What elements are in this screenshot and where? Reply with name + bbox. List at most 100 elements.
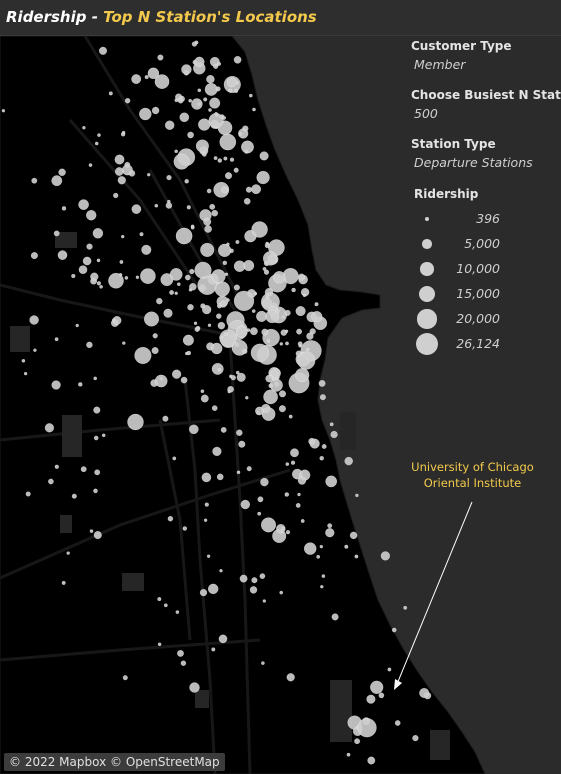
station-marker[interactable] [163, 603, 168, 608]
station-marker[interactable] [252, 107, 256, 112]
station-marker[interactable] [57, 250, 68, 260]
station-marker[interactable] [309, 438, 320, 449]
station-marker[interactable] [297, 492, 301, 497]
station-marker[interactable] [121, 130, 126, 135]
station-marker[interactable] [233, 88, 239, 94]
station-marker[interactable] [194, 261, 212, 279]
station-marker[interactable] [331, 613, 339, 621]
station-marker[interactable] [209, 97, 221, 109]
station-marker[interactable] [144, 75, 149, 80]
station-marker[interactable] [246, 466, 252, 472]
station-marker[interactable] [66, 551, 70, 555]
station-marker[interactable] [162, 415, 169, 422]
station-marker[interactable] [186, 205, 191, 210]
station-marker[interactable] [233, 290, 255, 312]
station-marker[interactable] [233, 260, 246, 272]
station-marker[interactable] [122, 675, 128, 681]
station-marker[interactable] [278, 405, 286, 413]
station-marker[interactable] [257, 496, 264, 503]
station-marker[interactable] [33, 348, 37, 352]
station-marker[interactable] [163, 308, 173, 318]
station-marker[interactable] [176, 282, 181, 287]
station-marker[interactable] [75, 323, 79, 328]
station-marker[interactable] [86, 341, 93, 349]
station-marker[interactable] [346, 752, 351, 757]
station-marker[interactable] [93, 531, 102, 540]
station-marker[interactable] [260, 477, 269, 487]
station-marker[interactable] [131, 204, 142, 214]
station-marker[interactable] [279, 342, 284, 346]
station-map[interactable] [0, 36, 561, 774]
station-marker[interactable] [99, 284, 103, 289]
station-marker[interactable] [262, 251, 278, 266]
station-marker[interactable] [306, 332, 314, 340]
station-marker[interactable] [251, 309, 256, 313]
station-marker[interactable] [297, 351, 316, 370]
station-marker[interactable] [113, 192, 119, 199]
station-marker[interactable] [146, 172, 151, 177]
station-marker[interactable] [189, 268, 195, 275]
station-marker[interactable] [248, 93, 253, 98]
station-marker[interactable] [157, 597, 162, 602]
station-marker[interactable] [114, 167, 124, 176]
station-marker[interactable] [131, 74, 142, 85]
station-marker[interactable] [139, 232, 144, 237]
station-marker[interactable] [224, 172, 233, 180]
station-marker[interactable] [210, 342, 223, 355]
station-marker[interactable] [224, 332, 228, 336]
station-marker[interactable] [207, 583, 219, 595]
station-marker[interactable] [242, 348, 248, 354]
station-marker[interactable] [297, 476, 307, 485]
station-marker[interactable] [124, 276, 129, 280]
station-marker[interactable] [219, 133, 237, 151]
station-marker[interactable] [154, 74, 170, 89]
station-marker[interactable] [212, 446, 222, 457]
filter-customer-type-value[interactable]: Member [414, 57, 466, 72]
station-marker[interactable] [295, 350, 302, 357]
station-marker[interactable] [94, 469, 101, 476]
station-marker[interactable] [194, 326, 200, 332]
station-marker[interactable] [180, 660, 187, 666]
station-marker[interactable] [302, 293, 307, 298]
station-marker[interactable] [120, 234, 125, 239]
filter-station-type[interactable]: Station Type Departure Stations [411, 137, 533, 170]
station-marker[interactable] [251, 221, 268, 238]
station-marker[interactable] [218, 634, 228, 644]
station-marker[interactable] [321, 574, 326, 578]
station-marker[interactable] [167, 515, 174, 522]
station-marker[interactable] [157, 54, 164, 61]
station-marker[interactable] [217, 321, 226, 330]
station-marker[interactable] [71, 493, 77, 499]
station-marker[interactable] [303, 542, 317, 555]
station-marker[interactable] [193, 321, 198, 326]
station-marker[interactable] [255, 406, 264, 416]
station-marker[interactable] [21, 358, 26, 363]
station-marker[interactable] [195, 139, 209, 153]
station-marker[interactable] [44, 423, 55, 433]
station-marker[interactable] [187, 131, 194, 139]
station-marker[interactable] [319, 455, 324, 461]
station-marker[interactable] [217, 158, 223, 163]
station-marker[interactable] [318, 379, 326, 387]
station-marker[interactable] [71, 273, 76, 279]
station-marker[interactable] [238, 128, 249, 139]
station-marker[interactable] [235, 370, 240, 375]
station-marker[interactable] [200, 389, 205, 394]
station-marker[interactable] [93, 488, 98, 494]
station-marker[interactable] [295, 502, 301, 508]
station-marker[interactable] [229, 157, 235, 162]
station-marker[interactable] [216, 61, 222, 66]
station-marker[interactable] [200, 394, 209, 403]
station-marker[interactable] [169, 268, 183, 281]
station-marker[interactable] [54, 464, 59, 469]
station-marker[interactable] [189, 682, 200, 693]
station-marker[interactable] [154, 374, 168, 388]
station-marker[interactable] [54, 337, 59, 342]
station-marker[interactable] [223, 156, 228, 161]
station-marker[interactable] [78, 382, 83, 387]
station-marker[interactable] [184, 274, 191, 281]
station-marker[interactable] [157, 642, 162, 647]
station-marker[interactable] [236, 470, 241, 475]
station-marker[interactable] [316, 554, 321, 559]
station-marker[interactable] [276, 523, 286, 534]
